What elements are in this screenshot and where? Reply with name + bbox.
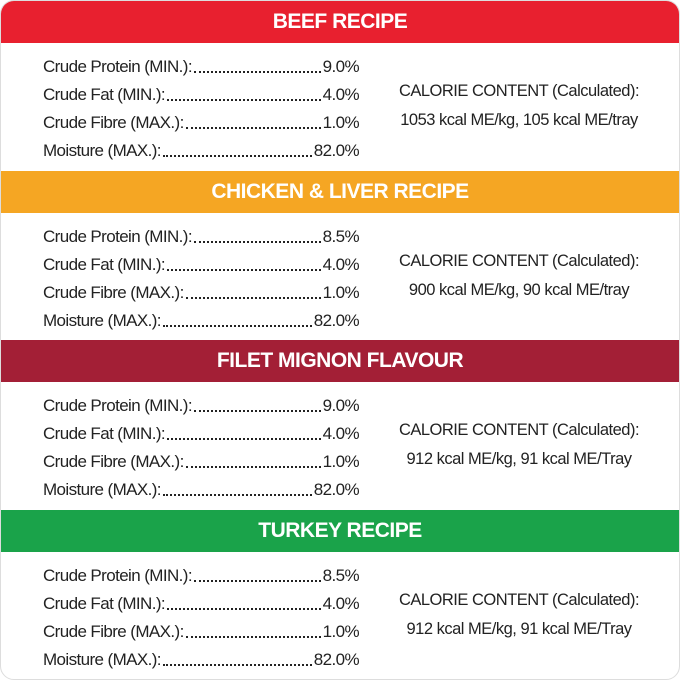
nutrient-value: 4.0% xyxy=(322,593,360,613)
nutrient-value: 8.5% xyxy=(322,565,360,585)
nutrient-row: Moisture (MAX.): 82.0% xyxy=(43,307,360,335)
dot-leader xyxy=(185,466,321,468)
nutrient-value: 4.0% xyxy=(322,424,360,443)
calorie-heading: CALORIE CONTENT (Calculated): xyxy=(398,251,640,270)
nutrient-value: 4.0% xyxy=(322,254,360,274)
nutrient-label: Crude Fat (MIN.): xyxy=(43,424,166,443)
nutrient-row: Crude Fat (MIN.): 4.0% xyxy=(43,251,360,279)
section-body: Crude Protein (MIN.): 8.5% Crude Fat (MIN.… xyxy=(1,213,679,341)
nutrient-row: Crude Fat (MIN.): 4.0% xyxy=(43,590,360,618)
nutrient-label: Crude Fibre (MAX.): xyxy=(43,113,184,132)
section: TURKEY RECIPE Crude Protein (MIN.): 8.5% Cr… xyxy=(1,509,679,680)
nutrient-label: Moisture (MAX.): xyxy=(43,310,162,330)
nutrient-row: Crude Fibre (MAX.): 1.0% xyxy=(43,279,360,307)
nutrient-row: Crude Fat (MIN.): 4.0% xyxy=(43,81,360,109)
dot-leader xyxy=(185,296,321,299)
dot-leader xyxy=(167,607,321,610)
nutrient-label: Crude Protein (MIN.): xyxy=(43,565,193,585)
dot-leader xyxy=(185,127,321,129)
calorie-heading: CALORIE CONTENT (Calculated): xyxy=(398,82,640,100)
nutrient-row: Crude Fibre (MAX.): 1.0% xyxy=(43,109,360,137)
nutrient-value: 9.0% xyxy=(322,396,360,415)
nutrient-value: 82.0% xyxy=(313,649,360,669)
nutrient-row: Crude Protein (MIN.): 9.0% xyxy=(43,53,360,81)
calorie-content: CALORIE CONTENT (Calculated): 900 kcal ME… xyxy=(359,213,679,341)
calorie-text: 1053 kcal ME/kg, 105 kcal ME/tray xyxy=(400,111,638,129)
dot-leader xyxy=(193,71,321,73)
dot-leader xyxy=(167,438,321,440)
nutrient-row: Moisture (MAX.): 82.0% xyxy=(43,476,360,504)
nutrient-value: 9.0% xyxy=(322,57,360,76)
nutrient-row: Crude Protein (MIN.): 8.5% xyxy=(43,223,360,251)
dot-leader xyxy=(162,663,312,666)
calorie-heading: CALORIE CONTENT (Calculated): xyxy=(398,590,640,609)
nutrient-list: Crude Protein (MIN.): 9.0% Crude Fat (MIN.… xyxy=(43,382,360,510)
nutrient-list: Crude Protein (MIN.): 8.5% Crude Fat (MIN.… xyxy=(43,213,360,341)
section-header: FILET MIGNON FLAVOUR xyxy=(1,340,679,382)
calorie-text: 912 kcal ME/kg, 91 kcal ME/Tray xyxy=(406,619,632,638)
nutrient-row: Crude Protein (MIN.): 8.5% xyxy=(43,562,360,590)
calorie-content: CALORIE CONTENT (Calculated): 912 kcal ME… xyxy=(359,382,679,510)
nutrient-value: 82.0% xyxy=(313,310,360,330)
nutrient-label: Crude Fibre (MAX.): xyxy=(43,452,184,471)
nutrient-value: 1.0% xyxy=(322,282,360,302)
section-header: CHICKEN & LIVER RECIPE xyxy=(1,170,679,213)
nutrient-label: Crude Protein (MIN.): xyxy=(43,57,193,76)
section-header: TURKEY RECIPE xyxy=(1,509,679,552)
nutrient-value: 1.0% xyxy=(322,452,360,471)
nutrient-label: Crude Protein (MIN.): xyxy=(43,226,193,246)
nutrient-list: Crude Protein (MIN.): 8.5% Crude Fat (MIN.… xyxy=(43,552,360,680)
calorie-content: CALORIE CONTENT (Calculated): 912 kcal ME… xyxy=(359,552,679,680)
calorie-text: 900 kcal ME/kg, 90 kcal ME/tray xyxy=(408,280,630,299)
section: BEEF RECIPE Crude Protein (MIN.): 9.0% Crud… xyxy=(1,1,679,171)
nutrient-value: 1.0% xyxy=(322,621,360,641)
section: FILET MIGNON FLAVOUR Crude Protein (MIN.)… xyxy=(1,340,679,510)
nutrient-label: Moisture (MAX.): xyxy=(43,141,162,160)
dot-leader xyxy=(162,494,312,496)
nutrient-label: Crude Fibre (MAX.): xyxy=(43,282,184,302)
dot-leader xyxy=(193,240,321,243)
nutrient-label: Moisture (MAX.): xyxy=(43,480,162,499)
dot-leader xyxy=(185,635,321,638)
nutrient-row: Crude Fibre (MAX.): 1.0% xyxy=(43,448,360,476)
section: CHICKEN & LIVER RECIPE Crude Protein (MIN… xyxy=(1,170,679,341)
section-body: Crude Protein (MIN.): 9.0% Crude Fat (MIN.… xyxy=(1,382,679,510)
dot-leader xyxy=(193,579,321,582)
nutrient-label: Crude Fat (MIN.): xyxy=(43,593,166,613)
nutrient-value: 82.0% xyxy=(313,141,360,160)
section-body: Crude Protein (MIN.): 9.0% Crude Fat (MIN.… xyxy=(1,43,679,171)
nutrient-value: 1.0% xyxy=(322,113,360,132)
nutrient-label: Crude Protein (MIN.): xyxy=(43,396,193,415)
nutrient-value: 4.0% xyxy=(322,85,360,104)
calorie-text: 912 kcal ME/kg, 91 kcal ME/Tray xyxy=(406,450,632,468)
nutrient-row: Crude Fibre (MAX.): 1.0% xyxy=(43,618,360,646)
nutrient-list: Crude Protein (MIN.): 9.0% Crude Fat (MIN.… xyxy=(43,43,360,171)
calorie-heading: CALORIE CONTENT (Calculated): xyxy=(398,421,640,439)
nutrient-value: 8.5% xyxy=(322,226,360,246)
dot-leader xyxy=(162,324,312,327)
nutrient-row: Crude Protein (MIN.): 9.0% xyxy=(43,392,360,420)
calorie-content: CALORIE CONTENT (Calculated): 1053 kcal M… xyxy=(359,43,679,171)
nutrient-label: Crude Fat (MIN.): xyxy=(43,254,166,274)
dot-leader xyxy=(193,410,321,412)
nutrient-value: 82.0% xyxy=(313,480,360,499)
section-header: BEEF RECIPE xyxy=(1,1,679,43)
nutrient-row: Moisture (MAX.): 82.0% xyxy=(43,137,360,165)
nutrient-label: Crude Fat (MIN.): xyxy=(43,85,166,104)
nutrient-label: Moisture (MAX.): xyxy=(43,649,162,669)
nutrient-row: Moisture (MAX.): 82.0% xyxy=(43,646,360,674)
section-body: Crude Protein (MIN.): 8.5% Crude Fat (MIN.… xyxy=(1,552,679,680)
nutrient-row: Crude Fat (MIN.): 4.0% xyxy=(43,420,360,448)
dot-leader xyxy=(167,268,321,271)
dot-leader xyxy=(167,99,321,101)
dot-leader xyxy=(162,155,312,157)
nutrient-label: Crude Fibre (MAX.): xyxy=(43,621,184,641)
